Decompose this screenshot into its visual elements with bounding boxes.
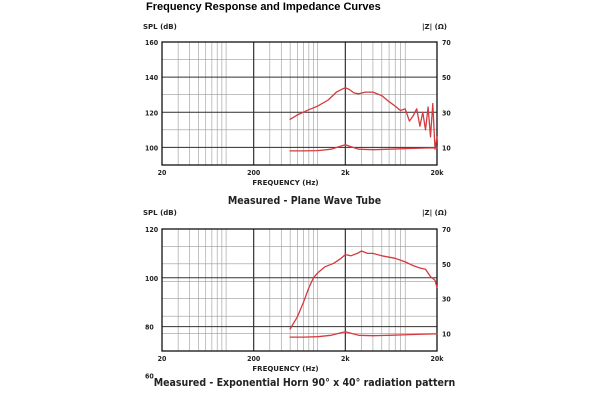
chart-1: SPL (dB) |Z| (Ω) 160 140 120 100 70 50 30 10 20 200… xyxy=(143,23,451,207)
y2-axis-title: |Z| (Ω) xyxy=(422,23,447,32)
x-tick-label: 20 xyxy=(158,355,167,363)
chart-2: SPL (dB) |Z| (Ω) 120 100 80 60 70 50 30 10 20 200 2k… xyxy=(143,209,455,389)
y-tick-label: 160 xyxy=(145,39,159,47)
x-tick-label: 200 xyxy=(247,355,261,363)
y2-tick-label: 10 xyxy=(442,331,451,339)
y2-tick-label: 50 xyxy=(442,261,451,269)
chart-caption: Measured - Exponential Horn 90° x 40° ra… xyxy=(154,377,456,389)
chart-caption: Measured - Plane Wave Tube xyxy=(228,195,381,207)
x-tick-label: 2k xyxy=(341,169,350,177)
x-tick-label: 200 xyxy=(247,169,261,177)
impedance-curve xyxy=(289,144,438,152)
y2-tick-label: 30 xyxy=(442,296,451,304)
y-tick-label: 120 xyxy=(145,109,159,117)
y-tick-label: 100 xyxy=(145,275,159,283)
plot-frame xyxy=(161,41,438,166)
y-tick-label: 80 xyxy=(145,324,154,332)
x-tick-label: 20 xyxy=(158,169,167,177)
y2-tick-label: 70 xyxy=(442,39,451,47)
y-tick-label: 60 xyxy=(145,372,154,380)
impedance-curve xyxy=(289,331,438,338)
y2-tick-label: 10 xyxy=(442,144,451,152)
y-axis-title: SPL (dB) xyxy=(143,23,177,31)
spl-curve xyxy=(289,87,438,150)
y2-axis-title: |Z| (Ω) xyxy=(422,209,447,218)
page-title: Frequency Response and Impedance Curves xyxy=(146,1,381,13)
y-tick-label: 100 xyxy=(145,144,159,152)
y2-tick-label: 50 xyxy=(442,74,451,82)
y-tick-label: 140 xyxy=(145,74,159,82)
y2-tick-label: 70 xyxy=(442,226,451,234)
x-tick-label: 2k xyxy=(341,355,350,363)
x-tick-label: 20k xyxy=(431,355,445,363)
plot-frame xyxy=(161,228,438,352)
y-tick-label: 120 xyxy=(145,226,159,234)
x-axis-title: FREQUENCY (Hz) xyxy=(252,179,318,187)
x-tick-label: 20k xyxy=(431,169,445,177)
spl-curve xyxy=(289,250,438,330)
x-axis-title: FREQUENCY (Hz) xyxy=(252,365,318,373)
y2-tick-label: 30 xyxy=(442,109,451,117)
y-axis-title: SPL (dB) xyxy=(143,209,177,217)
